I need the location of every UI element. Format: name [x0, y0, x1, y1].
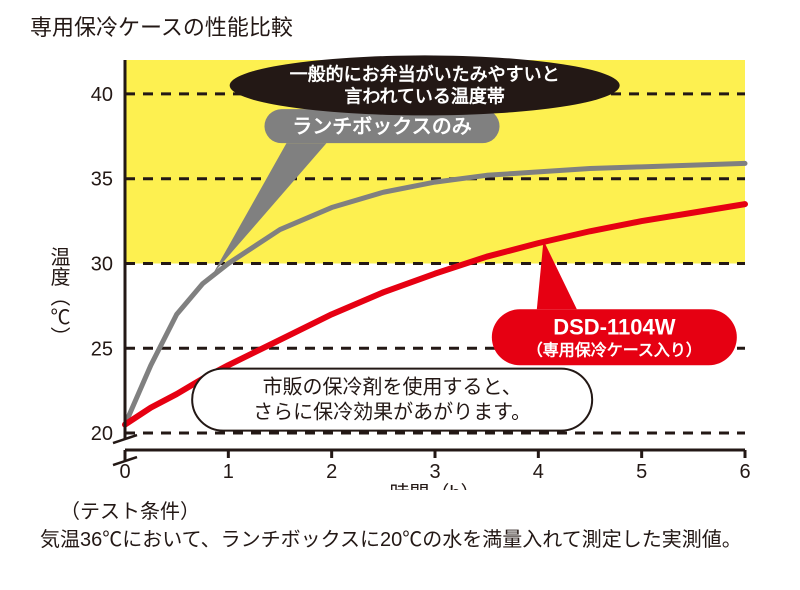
- y-tick-label: 40: [91, 84, 113, 106]
- y-axis-label: 温度（℃）: [47, 246, 70, 346]
- y-tick-label: 30: [91, 253, 113, 275]
- x-axis-label: 時間（h）: [389, 482, 480, 490]
- test-conditions-label: （テスト条件）: [60, 498, 760, 526]
- tip-callout-line1: 市販の保冷剤を使用すると、: [263, 376, 522, 399]
- x-tick-label: 6: [739, 461, 750, 483]
- chart-title: 専用保冷ケースの性能比較: [30, 10, 293, 42]
- footer-notes: （テスト条件） 気温36℃において、ランチボックスに20℃の水を満量入れて測定し…: [40, 498, 760, 554]
- test-conditions-text: 気温36℃において、ランチボックスに20℃の水を満量入れて測定した実測値。: [40, 526, 760, 554]
- performance-chart: 20 25 30 35 40 温度（℃） 0 1 2 3 4 5 6 時間（h） ランチボックスのみ DSD-…: [40, 40, 760, 490]
- y-tick-label: 25: [91, 338, 113, 360]
- danger-callout-line2: 言われている温度帯: [344, 85, 505, 106]
- x-tick-label: 5: [636, 461, 647, 483]
- series-label-lunchbox-text: ランチボックスのみ: [292, 115, 471, 138]
- x-tick-label: 3: [429, 461, 440, 483]
- x-tick-label: 4: [533, 461, 544, 483]
- y-tick-label: 20: [91, 423, 113, 445]
- x-tick-label: 0: [119, 461, 130, 483]
- y-tick-label: 35: [91, 169, 113, 191]
- x-tick-label: 1: [223, 461, 234, 483]
- x-tick-label: 2: [326, 461, 337, 483]
- tip-callout-line2: さらに保冷効果があがります。: [253, 401, 531, 424]
- danger-callout-line1: 一般的にお弁当がいたみやすいと: [290, 63, 560, 84]
- series-label-dsd-line2: （専用保冷ケース入り）: [527, 340, 702, 359]
- series-label-dsd-line1: DSD-1104W: [553, 314, 676, 339]
